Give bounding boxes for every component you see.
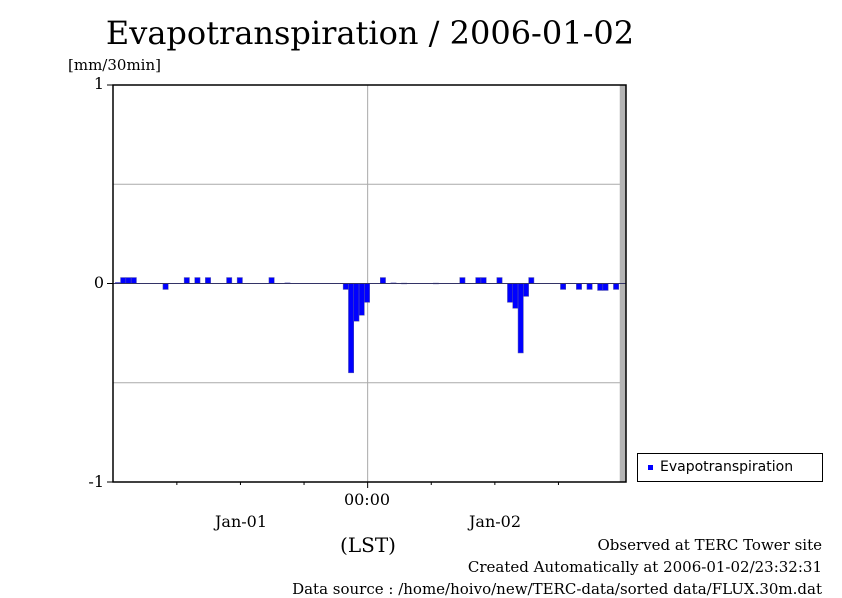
bar xyxy=(507,283,514,303)
chart-title: Evapotranspiration / 2006-01-02 xyxy=(105,14,635,52)
bar xyxy=(162,283,169,290)
bar xyxy=(528,277,535,284)
bar xyxy=(183,277,190,284)
bar xyxy=(358,283,365,316)
legend-label: Evapotranspiration xyxy=(660,459,794,475)
y-axis-unit: [mm/30min] xyxy=(68,56,161,74)
bar xyxy=(459,277,466,284)
footer-site: Observed at TERC Tower site xyxy=(597,536,822,554)
bar xyxy=(348,283,355,374)
bar xyxy=(380,277,386,284)
bar xyxy=(120,277,127,284)
bar xyxy=(512,283,519,309)
bar xyxy=(586,283,593,290)
bar xyxy=(205,277,211,284)
x-tick-label-midnight: 00:00 xyxy=(343,490,391,509)
bar xyxy=(125,277,132,284)
footer-created: Created Automatically at 2006-01-02/23:3… xyxy=(467,558,822,576)
bar xyxy=(364,283,370,303)
x-axis-label: (LST) xyxy=(340,533,396,557)
y-tick-label: 0 xyxy=(93,273,104,292)
legend-swatch xyxy=(648,465,653,470)
bar xyxy=(353,283,360,322)
legend: Evapotranspiration xyxy=(637,453,823,482)
y-tick-label: -1 xyxy=(88,472,104,491)
bar xyxy=(496,277,503,284)
bar xyxy=(523,283,529,297)
bar xyxy=(576,283,582,290)
x-date-label-jan02: Jan-02 xyxy=(468,512,522,531)
x-date-label-jan01: Jan-01 xyxy=(214,512,268,531)
bar xyxy=(226,277,233,284)
bar xyxy=(130,277,137,284)
bar xyxy=(268,277,275,284)
bar xyxy=(342,283,349,290)
bar xyxy=(236,277,243,284)
bar xyxy=(560,283,567,290)
bar xyxy=(480,277,487,284)
bar xyxy=(602,283,609,291)
bar xyxy=(613,283,620,290)
bar xyxy=(517,283,524,354)
footer-source: Data source : /home/hoivo/new/TERC-data/… xyxy=(292,580,822,598)
bar xyxy=(475,277,482,284)
bar xyxy=(194,277,201,284)
bar xyxy=(597,283,604,291)
y-tick-label: 1 xyxy=(93,74,104,93)
